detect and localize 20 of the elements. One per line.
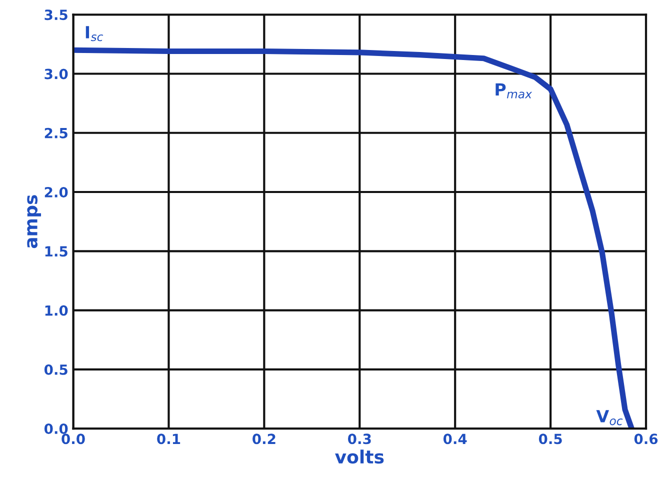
x-tick-label: 0.4: [443, 434, 467, 444]
annotation: P$_{max}$: [496, 83, 532, 98]
annotation: V$_{oc}$: [596, 410, 623, 426]
x-tick-label: 0.5: [538, 434, 562, 444]
x-axis-title: volts: [335, 450, 384, 464]
y-tick-label: 0.5: [44, 364, 68, 375]
y-tick-label: 3.0: [44, 68, 68, 80]
x-tick-label: 0.1: [157, 434, 180, 444]
y-tick-label: 2.0: [44, 186, 68, 198]
x-tick-label: 0.3: [348, 434, 371, 444]
y-tick-label: 1.5: [45, 246, 68, 257]
y-axis-title: amps: [27, 195, 42, 248]
x-tick-label: 0.6: [634, 434, 658, 444]
x-tick-label: 0.0: [62, 434, 85, 444]
y-tick-label: 3.5: [44, 10, 68, 20]
y-tick-label: 1.0: [45, 305, 68, 316]
x-tick-label: 0.2: [252, 434, 276, 444]
y-tick-label: 0.0: [44, 424, 68, 434]
annotation: I$_{sc}$: [86, 26, 104, 42]
y-tick-label: 2.5: [44, 128, 68, 138]
